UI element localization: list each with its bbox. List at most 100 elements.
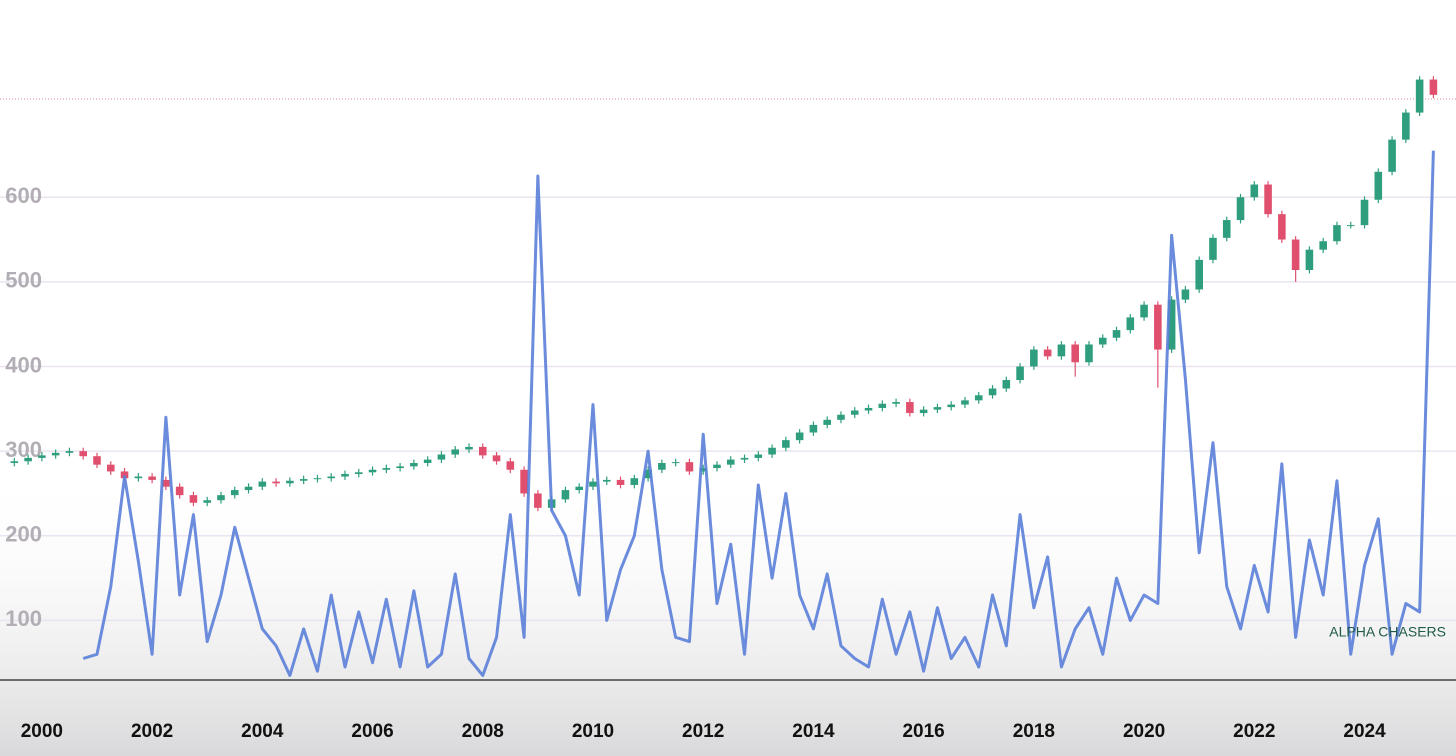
candle-body	[892, 402, 900, 404]
candle-body	[1374, 171, 1383, 200]
candle-body	[754, 454, 763, 458]
candle-body	[1167, 299, 1176, 350]
candle-body	[1278, 214, 1286, 240]
candle-body	[933, 407, 942, 410]
candle-body	[244, 486, 253, 491]
candle-body	[217, 495, 225, 501]
candle-body	[561, 490, 570, 500]
candle-body	[961, 400, 969, 405]
overlay-line	[82, 150, 1435, 677]
candle-body	[974, 395, 983, 401]
x-tick-label: 2002	[131, 721, 173, 742]
candle-body	[906, 402, 914, 414]
candle-body	[162, 479, 170, 487]
x-tick-label: 2012	[682, 721, 724, 742]
candle-body	[368, 469, 377, 473]
candle-body	[1085, 344, 1093, 363]
candle-body	[850, 410, 859, 415]
candle-body	[740, 457, 749, 460]
candle-body	[520, 469, 528, 494]
candle-body	[1071, 344, 1079, 363]
x-tick-label: 2004	[241, 721, 284, 742]
candle-body	[602, 479, 611, 482]
candle-body	[1098, 337, 1107, 345]
candle-body	[93, 456, 101, 465]
candle-body	[575, 486, 583, 491]
candle-body	[258, 481, 267, 487]
candle-body	[534, 493, 542, 508]
candle-body	[713, 464, 721, 469]
x-tick-label: 2006	[351, 721, 393, 742]
candle-body	[837, 414, 845, 420]
candle-body	[382, 468, 391, 470]
candle-body	[79, 451, 88, 457]
x-tick-label: 2016	[902, 721, 944, 742]
candle-body	[423, 459, 432, 463]
candle-body	[782, 440, 790, 448]
candle-body	[506, 461, 515, 470]
candle-body	[1181, 289, 1190, 300]
candle-body	[671, 462, 680, 464]
candle-body	[1030, 349, 1038, 367]
candle-body	[726, 459, 735, 465]
candle-body	[616, 479, 625, 485]
candle-body	[768, 447, 776, 455]
candle-body	[1402, 112, 1410, 140]
candle-body	[272, 481, 280, 484]
candle-body	[189, 495, 198, 503]
candle-body	[1333, 225, 1341, 242]
y-tick-label: 300	[5, 437, 42, 462]
candle-body	[1043, 349, 1052, 357]
candle-body	[175, 486, 184, 496]
candle-body	[947, 404, 955, 408]
candle-body	[864, 407, 873, 411]
candle-body	[354, 472, 363, 474]
candle-body	[24, 457, 32, 462]
candle-body	[1415, 79, 1424, 113]
candle-body	[437, 454, 446, 460]
candle-body	[630, 478, 639, 485]
candle-body	[1016, 366, 1024, 381]
candle-body	[396, 466, 404, 469]
candle-body	[1140, 304, 1148, 318]
candle-body	[795, 432, 804, 441]
x-tick-label: 2014	[792, 721, 835, 742]
candle-body	[809, 424, 818, 433]
candle-body	[699, 468, 707, 472]
candle-body	[1057, 344, 1066, 357]
candle-body	[1264, 184, 1272, 215]
y-tick-label: 600	[5, 183, 42, 208]
candle-body	[1346, 225, 1355, 227]
y-tick-label: 500	[5, 268, 42, 293]
x-tick-label: 2010	[572, 721, 614, 742]
candle-body	[286, 480, 294, 484]
x-tick-label: 2000	[21, 721, 63, 742]
candle-body	[1360, 199, 1369, 226]
candle-body	[1209, 237, 1217, 260]
candle-body	[658, 462, 666, 470]
candle-body	[51, 452, 60, 456]
candle-body	[988, 388, 997, 396]
y-tick-label: 100	[5, 606, 42, 631]
y-tick-label: 400	[5, 352, 42, 377]
candle-body	[478, 446, 487, 456]
candle-body	[878, 403, 887, 408]
candle-body	[465, 446, 473, 450]
candle-body	[410, 462, 418, 467]
candle-body	[1236, 197, 1245, 221]
bottom-shade	[0, 470, 1456, 756]
candle-body	[919, 409, 928, 414]
candle-body	[341, 473, 349, 477]
candle-body	[148, 476, 156, 480]
candle-body	[134, 476, 143, 479]
candle-body	[1429, 79, 1438, 95]
candle-body	[1319, 241, 1327, 250]
x-tick-label: 2024	[1343, 721, 1386, 742]
candle-body	[685, 462, 694, 472]
candle-body	[1250, 184, 1259, 198]
candle-body	[230, 490, 239, 496]
candle-body	[106, 464, 115, 472]
candle-body	[1112, 330, 1121, 338]
candle-body	[1195, 259, 1203, 290]
